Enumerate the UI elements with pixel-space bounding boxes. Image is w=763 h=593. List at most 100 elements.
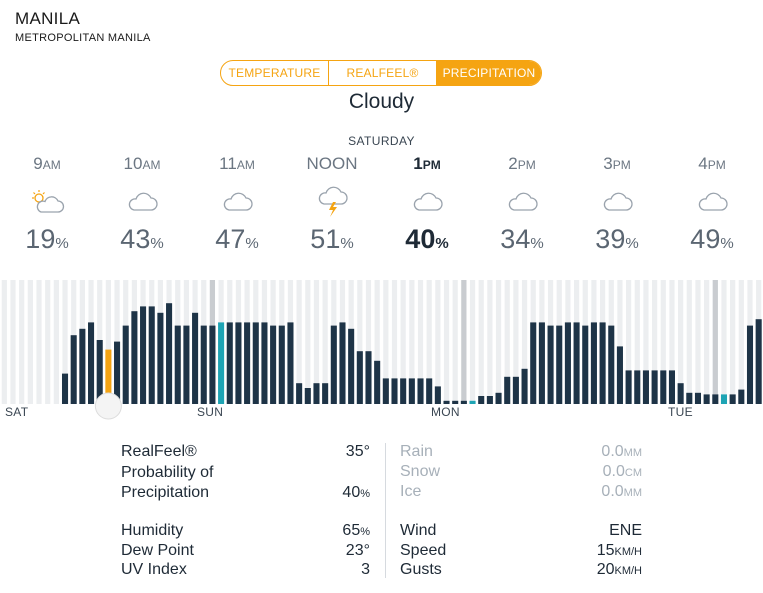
precip-bar	[729, 394, 736, 404]
precip-bar	[114, 341, 121, 404]
precip-bar	[70, 335, 77, 404]
timeline-slot	[478, 280, 484, 404]
timeline-slot	[305, 280, 311, 404]
timeline-slot	[426, 280, 432, 404]
timeline-slot	[487, 280, 493, 404]
precip-bar	[426, 378, 433, 404]
precip-bar	[408, 378, 415, 404]
precip-bar	[738, 389, 745, 404]
precip-label-line2: Precipitation	[121, 484, 210, 501]
timeline-slot	[1, 280, 7, 404]
precip-bar	[755, 319, 762, 404]
tab-precipitation[interactable]: PRECIPITATION	[436, 61, 541, 85]
thunderstorm-icon	[292, 184, 372, 220]
timeline-slot	[36, 280, 42, 404]
details-divider	[385, 443, 386, 578]
timeline-slot	[521, 280, 528, 404]
hour-precip: 40%	[405, 224, 449, 254]
ice-label: Ice	[400, 483, 422, 500]
precip-bar	[512, 376, 519, 404]
precip-bar	[564, 322, 571, 404]
hour-column[interactable]: 10AM 43%	[102, 154, 182, 255]
hour-column[interactable]: NOON 51%	[292, 154, 372, 255]
day-label-3: TUE	[668, 405, 693, 419]
precip-value: 40%	[342, 484, 370, 501]
timeline-slot	[617, 280, 623, 404]
precip-bar	[443, 400, 450, 404]
hour-column[interactable]: 9AM 19%	[7, 154, 87, 255]
timeline-slot	[626, 280, 632, 404]
timeline-slot	[400, 280, 406, 404]
humidity-value: 65%	[342, 522, 370, 539]
partly-sunny-icon	[7, 184, 87, 220]
precip-bar	[417, 378, 424, 404]
precip-bar	[365, 351, 372, 404]
timeline-slot	[27, 280, 33, 404]
precip-bar	[322, 383, 329, 404]
timeline-slot	[452, 280, 458, 404]
hour-column[interactable]: 3PM 39%	[577, 154, 657, 255]
day-label-1: SUN	[197, 405, 224, 419]
hour-time: NOON	[306, 154, 358, 173]
precip-bar	[339, 322, 346, 404]
day-label-2: MON	[431, 405, 460, 419]
precip-bar	[61, 373, 69, 404]
hour-time: 11AM	[219, 154, 255, 173]
timeline-slot	[365, 280, 372, 404]
precip-bar	[88, 322, 95, 404]
precip-bar	[140, 306, 147, 404]
snow-value: 0.0CM	[602, 463, 642, 480]
hour-time: 3PM	[603, 154, 631, 173]
precip-bar	[252, 322, 259, 404]
hour-column[interactable]: 4PM 49%	[672, 154, 752, 255]
precip-bar	[703, 394, 710, 404]
timeline-slot	[19, 280, 25, 404]
precip-bar	[582, 325, 589, 404]
precip-bar	[105, 349, 112, 404]
precip-bar	[157, 312, 164, 404]
timeline-slot	[669, 280, 675, 404]
timeline-slot	[357, 280, 363, 404]
tab-realfeel[interactable]: REALFEEL®	[328, 61, 436, 85]
timeline-slot	[495, 280, 502, 404]
precip-bar	[270, 325, 277, 404]
hour-precip: 19%	[25, 224, 69, 254]
realfeel-label: RealFeel®	[121, 443, 197, 460]
cloud-icon	[197, 184, 277, 220]
precip-bar	[174, 325, 181, 404]
precip-bar	[469, 400, 476, 404]
precipitation-timeline[interactable]	[0, 280, 763, 420]
precip-bar	[599, 322, 606, 404]
scrubber-handle[interactable]	[94, 392, 122, 420]
tab-temperature[interactable]: TEMPERATURE	[228, 66, 321, 80]
timeline-slot	[704, 280, 710, 404]
gusts-value: 20KM/H	[596, 561, 642, 578]
precip-bar	[686, 392, 693, 404]
hour-time: 10AM	[123, 154, 161, 173]
precip-bar	[642, 370, 649, 404]
timeline-slot	[730, 280, 736, 404]
precip-bar	[382, 378, 389, 404]
precip-bar	[148, 306, 155, 404]
precip-bar	[218, 322, 225, 404]
precip-bar	[521, 368, 528, 404]
dewpoint-label: Dew Point	[121, 542, 194, 559]
hour-column[interactable]: 2PM 34%	[482, 154, 562, 255]
precip-bar	[660, 370, 667, 404]
precip-bar	[304, 388, 311, 404]
timeline-slot	[53, 280, 59, 404]
cloud-icon	[102, 184, 182, 220]
precip-bar	[573, 322, 580, 404]
precip-bar	[330, 325, 337, 404]
precip-bar	[668, 370, 675, 404]
cloud-icon	[387, 184, 467, 220]
timeline-slot	[652, 280, 658, 404]
precip-bar	[313, 383, 320, 404]
hour-column[interactable]: 1PM 40%	[387, 154, 467, 255]
speed-label: Speed	[400, 542, 447, 559]
precip-label-line1: Probability of	[121, 464, 214, 481]
day-label: SATURDAY	[348, 134, 415, 148]
precip-bar	[244, 322, 251, 404]
hour-column[interactable]: 11AM 47%	[197, 154, 277, 255]
hour-precip: 47%	[215, 224, 259, 254]
